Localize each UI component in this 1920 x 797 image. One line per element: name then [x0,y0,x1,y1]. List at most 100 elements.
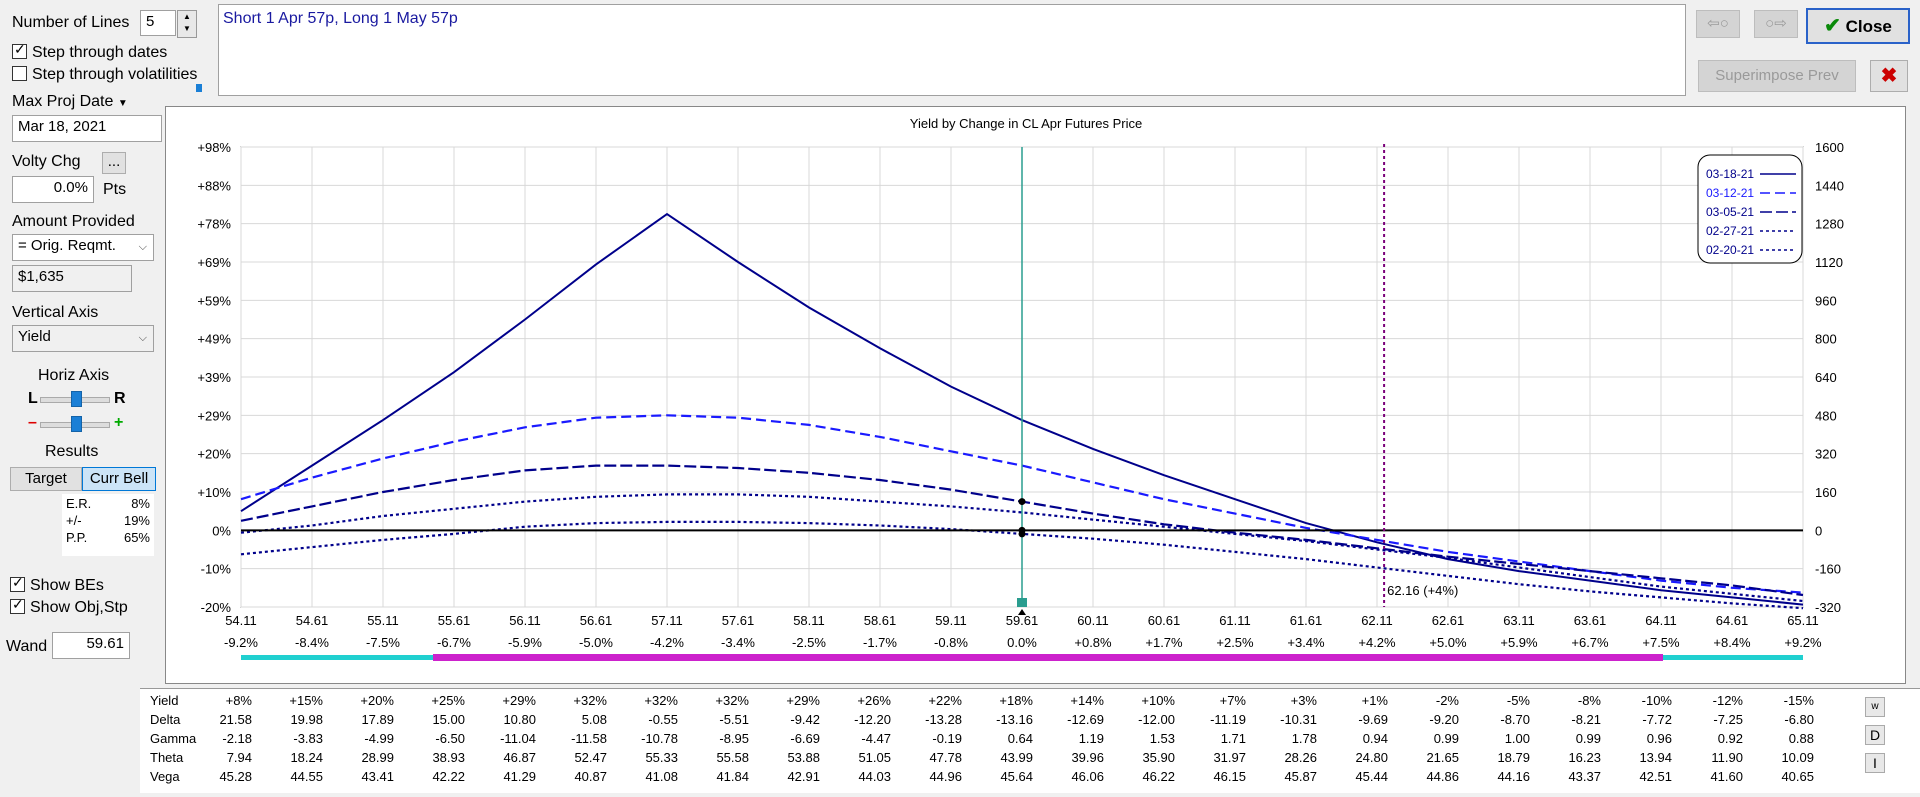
spin-up-icon[interactable]: ▲ [183,12,191,21]
close-icon: ✖ [1880,65,1898,87]
x-pct-label: +9.2% [1784,635,1822,650]
amount-provided-select[interactable]: = Orig. Reqmt. ⌵ [12,234,154,261]
close-button[interactable]: ✔ Close [1806,8,1910,44]
table-cell: -6.69 [790,731,820,746]
wand-pointer-icon [1018,609,1026,615]
step-vols-checkbox[interactable]: Step through volatilities [12,66,197,84]
x-tick-label: 60.61 [1148,613,1181,628]
x-tick-label: 54.61 [296,613,329,628]
table-cell: 18.79 [1497,750,1530,765]
y-right-tick-label: -320 [1815,600,1841,615]
y-left-tick-label: +69% [197,255,231,270]
table-cell: 45.64 [1000,769,1033,784]
x-pct-label: -9.2% [224,635,258,650]
volty-chg-button[interactable]: ... [102,152,126,174]
spin-down-icon[interactable]: ▼ [183,24,191,33]
table-cell: -9.20 [1429,712,1459,727]
volty-chg-label: Volty Chg [12,153,81,170]
y-right-tick-label: 800 [1815,332,1837,347]
table-cell: 18.24 [290,750,323,765]
number-of-lines-spinner[interactable]: ▲ ▼ [177,10,197,38]
curr-bell-button[interactable]: Curr Bell [82,467,156,491]
number-of-lines-label: Number of Lines [12,14,130,31]
wand-input[interactable]: 59.61 [52,632,130,659]
table-cell: 0.99 [1576,731,1601,746]
step-dates-checkbox[interactable]: Step through dates [12,41,167,62]
vertical-axis-select[interactable]: Yield ⌵ [12,325,154,352]
table-cell: 42.51 [1639,769,1672,784]
table-row-label: Theta [150,750,184,765]
chevron-down-icon[interactable]: ⌵ [138,332,147,344]
data-table-panel: Yield +8% +15% +20% +25% +29% +32% +32% +32% +29%… [140,688,1920,793]
table-cell: 44.86 [1426,769,1459,784]
table-cell: 47.78 [929,750,962,765]
x-tick-label: 59.61 [1006,613,1039,628]
side-button-i[interactable]: I [1865,753,1885,773]
y-right-tick-label: 160 [1815,485,1837,500]
table-cell: -9.42 [790,712,820,727]
x-pct-label: +6.7% [1571,635,1609,650]
table-cell: 11.90 [1711,750,1743,765]
chevron-down-icon[interactable]: ⌵ [138,241,147,253]
table-cell: 0.96 [1647,731,1672,746]
cancel-x-button[interactable]: ✖ [1870,60,1908,92]
table-cell: +10% [1141,693,1175,708]
table-cell: 0.88 [1789,731,1814,746]
y-right-tick-label: 1120 [1815,255,1843,270]
checkbox-checked-icon[interactable] [10,596,25,614]
forward-arrow-button[interactable]: ○⇨ [1754,10,1798,38]
table-cell: -8.70 [1500,712,1530,727]
table-cell: 44.16 [1497,769,1530,784]
amount-value: $1,635 [12,265,132,292]
checkbox-checked-icon[interactable] [12,41,27,59]
table-cell: -8.95 [719,731,749,746]
splitter-handle-icon[interactable] [190,84,210,92]
table-cell: 28.99 [361,750,394,765]
max-proj-date-label[interactable]: Max Proj Date ▼ [12,93,128,110]
table-cell: -5% [1507,693,1531,708]
table-cell: +7% [1220,693,1247,708]
x-pct-label: -2.5% [792,635,826,650]
table-cell: +3% [1291,693,1318,708]
table-cell: 55.58 [716,750,749,765]
volty-chg-input[interactable]: 0.0% [12,176,94,203]
show-objstp-checkbox[interactable]: Show Obj,Stp [10,596,128,617]
table-cell: 44.96 [929,769,962,784]
yield-chart[interactable]: Yield by Change in CL Apr Futures Price … [166,107,1907,685]
table-cell: 10.09 [1781,750,1814,765]
table-cell: -15% [1784,693,1815,708]
table-cell: 42.91 [787,769,820,784]
table-cell: -11.04 [500,731,536,746]
table-cell: -9.69 [1358,712,1388,727]
x-pct-label: +2.5% [1216,635,1254,650]
table-cell: +18% [999,693,1033,708]
slider-thumb-icon[interactable] [71,391,82,407]
side-button-w[interactable]: w [1865,697,1885,717]
number-of-lines-input[interactable]: 5 [140,10,176,36]
checkbox-checked-icon[interactable] [10,574,25,592]
table-cell: 41.29 [503,769,536,784]
slider-thumb-icon[interactable] [71,416,82,432]
x-pct-label: -7.5% [366,635,400,650]
chart-area[interactable]: Yield by Change in CL Apr Futures Price … [165,106,1906,684]
dropdown-arrow-icon[interactable]: ▼ [117,98,128,109]
superimpose-prev-button[interactable]: Superimpose Prev [1698,60,1856,92]
table-cell: 10.80 [503,712,536,727]
x-pct-label: -8.4% [295,635,329,650]
table-cell: +29% [786,693,820,708]
table-cell: 45.28 [219,769,252,784]
y-right-tick-label: 640 [1815,370,1837,385]
show-bes-checkbox[interactable]: Show BEs [10,574,104,595]
back-arrow-button[interactable]: ⇦○ [1696,10,1740,38]
max-proj-date-input[interactable]: Mar 18, 2021 [12,115,162,142]
side-button-d[interactable]: D [1865,725,1885,745]
table-cell: 35.90 [1142,750,1175,765]
table-cell: 13.94 [1639,750,1672,765]
table-cell: 44.03 [858,769,891,784]
position-description[interactable]: Short 1 Apr 57p, Long 1 May 57p [218,4,1686,96]
y-right-tick-label: 1600 [1815,140,1844,155]
table-cell: -0.55 [648,712,678,727]
target-button[interactable]: Target [10,467,82,491]
table-cell: -8.21 [1571,712,1601,727]
checkbox-unchecked-icon[interactable] [12,66,27,81]
